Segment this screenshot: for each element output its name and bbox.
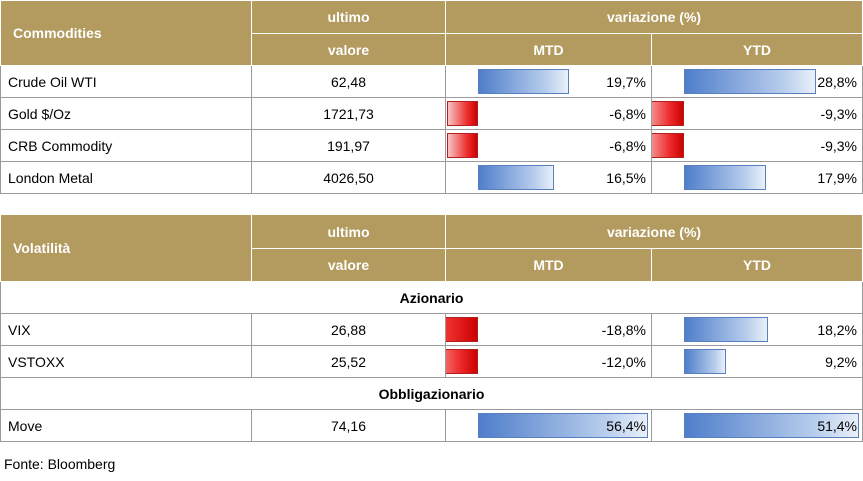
row-mtd: -18,8% [445, 313, 652, 346]
section-title: Azionario [0, 281, 863, 314]
mtd-bar [446, 133, 478, 158]
row-ytd: 17,9% [650, 161, 863, 194]
table-row: Gold $/Oz 1721,73 -6,8% -9,3% [0, 97, 863, 130]
ytd-value: 28,8% [817, 73, 858, 90]
table-row: VIX 26,88 -18,8% 18,2% [0, 313, 863, 346]
table-row: London Metal 4026,50 16,5% 17,9% [0, 161, 863, 194]
mtd-bar [446, 101, 478, 126]
col-ultimo: ultimo [251, 214, 446, 249]
row-label: VSTOXX [0, 345, 252, 378]
col-variazione: variazione (%) [444, 0, 863, 34]
col-ytd: YTD [650, 33, 863, 66]
table-row: Crude Oil WTI 62,48 19,7% 28,8% [0, 65, 863, 98]
row-value: 1721,73 [251, 97, 446, 130]
ytd-bar [652, 101, 684, 126]
row-value: 4026,50 [251, 161, 446, 194]
col-mtd: MTD [445, 33, 652, 66]
row-label: Gold $/Oz [0, 97, 252, 130]
row-mtd: -6,8% [445, 129, 652, 162]
row-mtd: -12,0% [445, 345, 652, 378]
row-label: Crude Oil WTI [0, 65, 252, 98]
row-ytd: -9,3% [650, 97, 863, 130]
commodities-title: Commodities [0, 0, 252, 66]
col-ultimo: ultimo [251, 0, 446, 34]
row-mtd: 56,4% [445, 409, 652, 442]
ytd-value: -9,3% [820, 105, 858, 122]
row-value: 26,88 [251, 313, 446, 346]
table-row: CRB Commodity 191,97 -6,8% -9,3% [0, 129, 863, 162]
mtd-value: 19,7% [606, 73, 646, 90]
section-title: Obbligazionario [0, 377, 863, 410]
row-value: 191,97 [251, 129, 446, 162]
row-mtd: 16,5% [445, 161, 652, 194]
mtd-value: -18,8% [601, 321, 646, 338]
row-label: VIX [0, 313, 252, 346]
ytd-value: 18,2% [817, 321, 858, 338]
mtd-value: -12,0% [601, 353, 646, 370]
table-row: Move 74,16 56,4% 51,4% [0, 409, 863, 442]
row-ytd: 28,8% [650, 65, 863, 98]
mtd-value: 16,5% [606, 169, 646, 186]
row-ytd: 9,2% [650, 345, 863, 378]
table-row: VSTOXX 25,52 -12,0% 9,2% [0, 345, 863, 378]
ytd-bar [684, 165, 767, 190]
mtd-bar [478, 165, 554, 190]
row-ytd: 51,4% [650, 409, 863, 442]
row-label: Move [0, 409, 252, 442]
commodities-table: Commodities ultimo variazione (%) valore… [0, 0, 863, 194]
col-valore: valore [251, 33, 446, 66]
col-valore: valore [251, 248, 446, 282]
col-mtd: MTD [445, 248, 652, 282]
row-value: 74,16 [251, 409, 446, 442]
mtd-value: -6,8% [609, 105, 646, 122]
ytd-bar [684, 413, 859, 438]
volatility-title: Volatilità [0, 214, 252, 282]
row-label: CRB Commodity [0, 129, 252, 162]
source-note: Fonte: Bloomberg [4, 456, 116, 472]
row-value: 62,48 [251, 65, 446, 98]
row-ytd: -9,3% [650, 129, 863, 162]
mtd-value: -6,8% [609, 137, 646, 154]
ytd-bar [684, 317, 768, 342]
row-value: 25,52 [251, 345, 446, 378]
volatility-table: Volatilità ultimo variazione (%) valore … [0, 214, 863, 442]
mtd-bar [478, 413, 648, 438]
mtd-bar [478, 69, 569, 94]
ytd-bar [684, 349, 727, 374]
mtd-value: 56,4% [606, 417, 646, 434]
ytd-value: 9,2% [825, 353, 858, 370]
col-ytd: YTD [650, 248, 863, 282]
row-mtd: -6,8% [445, 97, 652, 130]
row-ytd: 18,2% [650, 313, 863, 346]
mtd-bar [446, 349, 478, 374]
row-label: London Metal [0, 161, 252, 194]
row-mtd: 19,7% [445, 65, 652, 98]
col-variazione: variazione (%) [444, 214, 863, 249]
mtd-bar [446, 317, 478, 342]
ytd-value: -9,3% [820, 137, 858, 154]
ytd-value: 51,4% [817, 417, 858, 434]
ytd-value: 17,9% [817, 169, 858, 186]
ytd-bar [652, 133, 684, 158]
ytd-bar [684, 69, 817, 94]
